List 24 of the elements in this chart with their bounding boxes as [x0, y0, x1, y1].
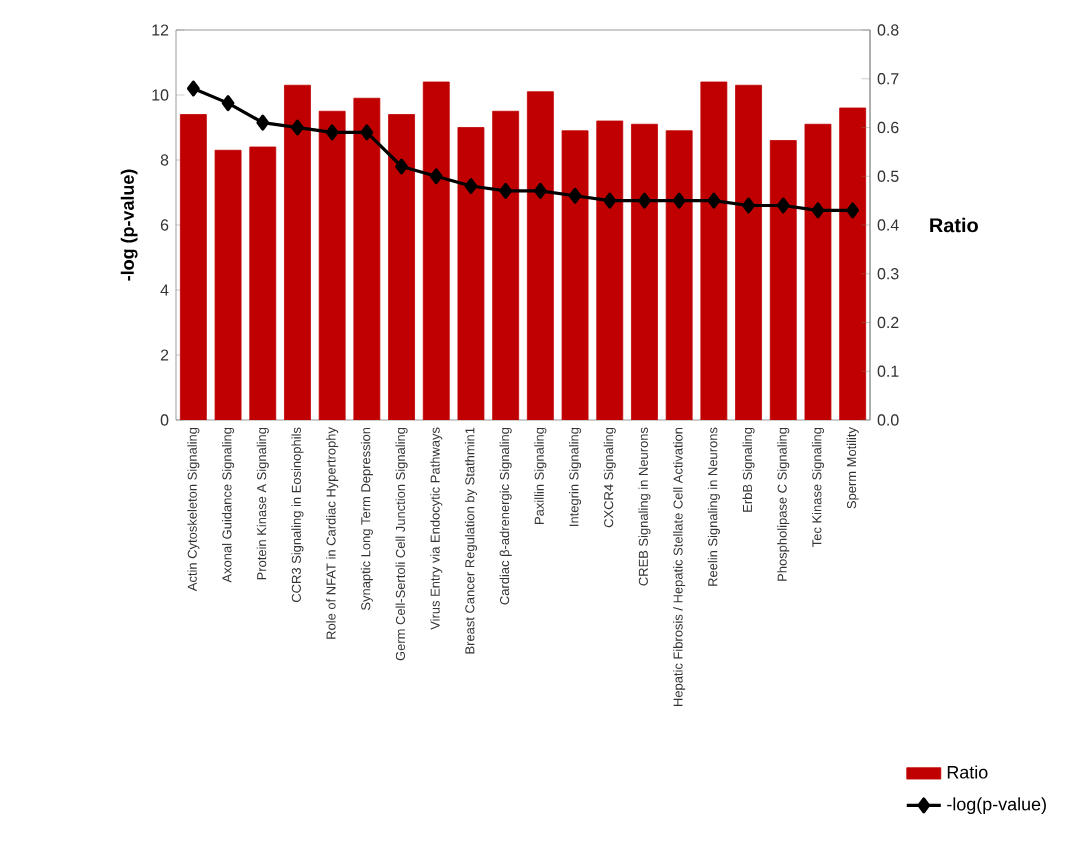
point: [638, 192, 651, 209]
legend-label: -log(p-value): [947, 797, 1046, 815]
point: [256, 114, 270, 131]
point: [291, 119, 304, 136]
point: [811, 202, 825, 219]
point: [325, 124, 339, 141]
y-axis-title: -log (p-value): [120, 169, 138, 281]
point: [221, 95, 235, 112]
point: [533, 182, 547, 199]
point: [742, 197, 755, 214]
point: [395, 158, 408, 175]
legend-label: Ratio: [947, 765, 988, 779]
point: [568, 187, 582, 204]
point: [603, 192, 617, 209]
point: [707, 192, 721, 209]
point: [846, 202, 860, 219]
y2-axis-title: Ratio: [930, 217, 978, 233]
point: [429, 168, 443, 185]
point: [186, 80, 200, 97]
point: [464, 178, 478, 194]
point: [499, 182, 513, 199]
point: [776, 197, 790, 214]
point: [360, 124, 374, 141]
point: [672, 192, 686, 209]
